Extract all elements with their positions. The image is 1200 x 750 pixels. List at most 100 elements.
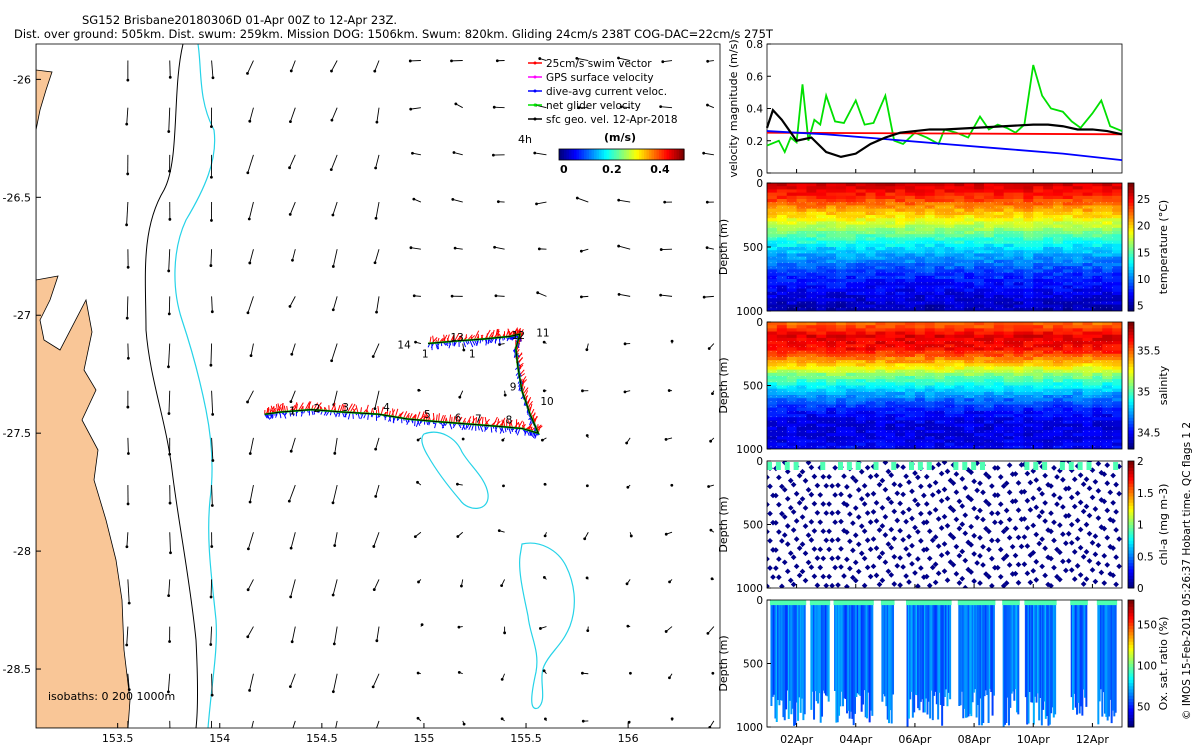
temperature-cell bbox=[1112, 189, 1122, 194]
temperature-cell bbox=[786, 199, 798, 203]
swim-vector bbox=[423, 414, 426, 421]
temperature-cell bbox=[836, 202, 847, 206]
current-vector-head bbox=[412, 197, 416, 201]
salinity-cell bbox=[1072, 363, 1084, 367]
temperature-cell bbox=[767, 227, 778, 232]
salinity-cell bbox=[1013, 334, 1024, 339]
salinity-cell bbox=[1013, 379, 1024, 383]
current-vector-head bbox=[460, 584, 463, 588]
salinity-cell bbox=[974, 414, 985, 418]
salinity-cell bbox=[1102, 347, 1113, 352]
salinity-cell bbox=[944, 375, 955, 380]
salinity-colorbar-segment bbox=[1128, 436, 1134, 440]
salinity-cell bbox=[855, 382, 867, 386]
salinity-colorbar-segment bbox=[1128, 401, 1134, 406]
temperature-cell bbox=[1112, 227, 1122, 232]
current-vector-head bbox=[126, 405, 130, 409]
salinity-cell bbox=[974, 372, 985, 377]
chl-sample bbox=[808, 537, 815, 543]
salinity-cell bbox=[983, 322, 995, 326]
salinity-colorbar-segment bbox=[1128, 398, 1134, 402]
chl-sample bbox=[1036, 540, 1043, 547]
chl-surface-sample bbox=[767, 462, 772, 470]
chl-sample bbox=[790, 527, 797, 533]
current-vector bbox=[412, 152, 421, 156]
salinity-cell bbox=[1043, 426, 1054, 431]
salinity-cell bbox=[914, 366, 926, 371]
salinity-cell bbox=[796, 445, 807, 449]
current-vector-head bbox=[416, 438, 420, 442]
chl-sample bbox=[953, 571, 960, 577]
temperature-cell bbox=[914, 215, 926, 219]
salinity-cell bbox=[954, 382, 965, 386]
current-vector bbox=[127, 673, 130, 690]
temperature-cell bbox=[944, 234, 955, 238]
chl-sample bbox=[932, 479, 939, 486]
chl-sample bbox=[793, 518, 800, 524]
salinity-cell bbox=[905, 398, 916, 402]
salinity-cell bbox=[776, 401, 788, 406]
current-vector bbox=[618, 199, 631, 203]
swim-vector bbox=[295, 403, 298, 411]
temperature-cell bbox=[1043, 282, 1054, 286]
chl-sample bbox=[879, 477, 886, 484]
salinity-cell bbox=[924, 356, 936, 361]
current-vector bbox=[621, 106, 631, 109]
salinity-colorbar-segment bbox=[1128, 350, 1134, 355]
salinity-cell bbox=[983, 404, 995, 409]
temperature-cell bbox=[1023, 218, 1034, 222]
salinity-colorbar-segment bbox=[1128, 391, 1134, 396]
temperature-cell bbox=[1033, 269, 1044, 274]
chl-sample bbox=[1009, 543, 1016, 550]
salinity-cell bbox=[826, 420, 837, 425]
salinity-cell bbox=[1052, 423, 1064, 428]
temperature-cell bbox=[905, 256, 916, 261]
temperature-cell bbox=[1052, 295, 1064, 299]
temperature-cell bbox=[796, 186, 807, 190]
salinity-cell bbox=[954, 401, 965, 406]
salinity-cell bbox=[905, 375, 916, 380]
salinity-cell bbox=[796, 322, 807, 326]
salinity-cell bbox=[855, 414, 867, 418]
temperature-cell bbox=[767, 301, 778, 306]
current-vector-head bbox=[372, 735, 375, 738]
temperature-cell bbox=[1013, 282, 1024, 286]
salinity-cell bbox=[924, 379, 936, 383]
salinity-cell bbox=[1102, 337, 1113, 342]
salinity-cell bbox=[1052, 382, 1064, 386]
temperature-cell bbox=[895, 189, 906, 194]
chl-sample bbox=[1104, 462, 1111, 468]
temperature-cell bbox=[1112, 275, 1122, 280]
temperature-cell bbox=[983, 192, 995, 197]
temperature-cell bbox=[914, 240, 926, 245]
salinity-cell bbox=[934, 344, 945, 348]
temperature-cell bbox=[875, 247, 886, 251]
temperature-cell bbox=[983, 259, 995, 264]
salinity-cell bbox=[1082, 401, 1093, 406]
salinity-cell bbox=[1052, 404, 1064, 409]
salinity-cell bbox=[865, 388, 876, 393]
temperature-cell bbox=[816, 202, 827, 206]
temperature-cell bbox=[845, 288, 857, 293]
salinity-cell bbox=[836, 334, 847, 339]
salinity-cell bbox=[974, 401, 985, 406]
temperature-cell bbox=[1112, 307, 1122, 311]
chl-sample bbox=[799, 514, 806, 520]
temperature-cell bbox=[786, 221, 798, 226]
temperature-cell bbox=[983, 275, 995, 280]
temperature-colorbar-tick-label: 25 bbox=[1137, 194, 1150, 206]
current-vector-head bbox=[167, 312, 171, 316]
salinity-cell bbox=[1092, 442, 1103, 447]
chl-sample bbox=[1080, 553, 1087, 560]
salinity-cell bbox=[1023, 322, 1034, 326]
temperature-cell bbox=[944, 215, 955, 219]
swim-vector bbox=[493, 330, 500, 339]
current-vector bbox=[168, 579, 171, 596]
current-vector-head bbox=[707, 485, 711, 488]
chlorophyll-colorbar-segment bbox=[1128, 581, 1134, 586]
salinity-cell bbox=[855, 325, 867, 329]
salinity-cell bbox=[1033, 350, 1044, 355]
current-vector-head bbox=[168, 169, 171, 173]
chl-sample bbox=[773, 565, 779, 572]
temperature-cell bbox=[895, 202, 906, 206]
